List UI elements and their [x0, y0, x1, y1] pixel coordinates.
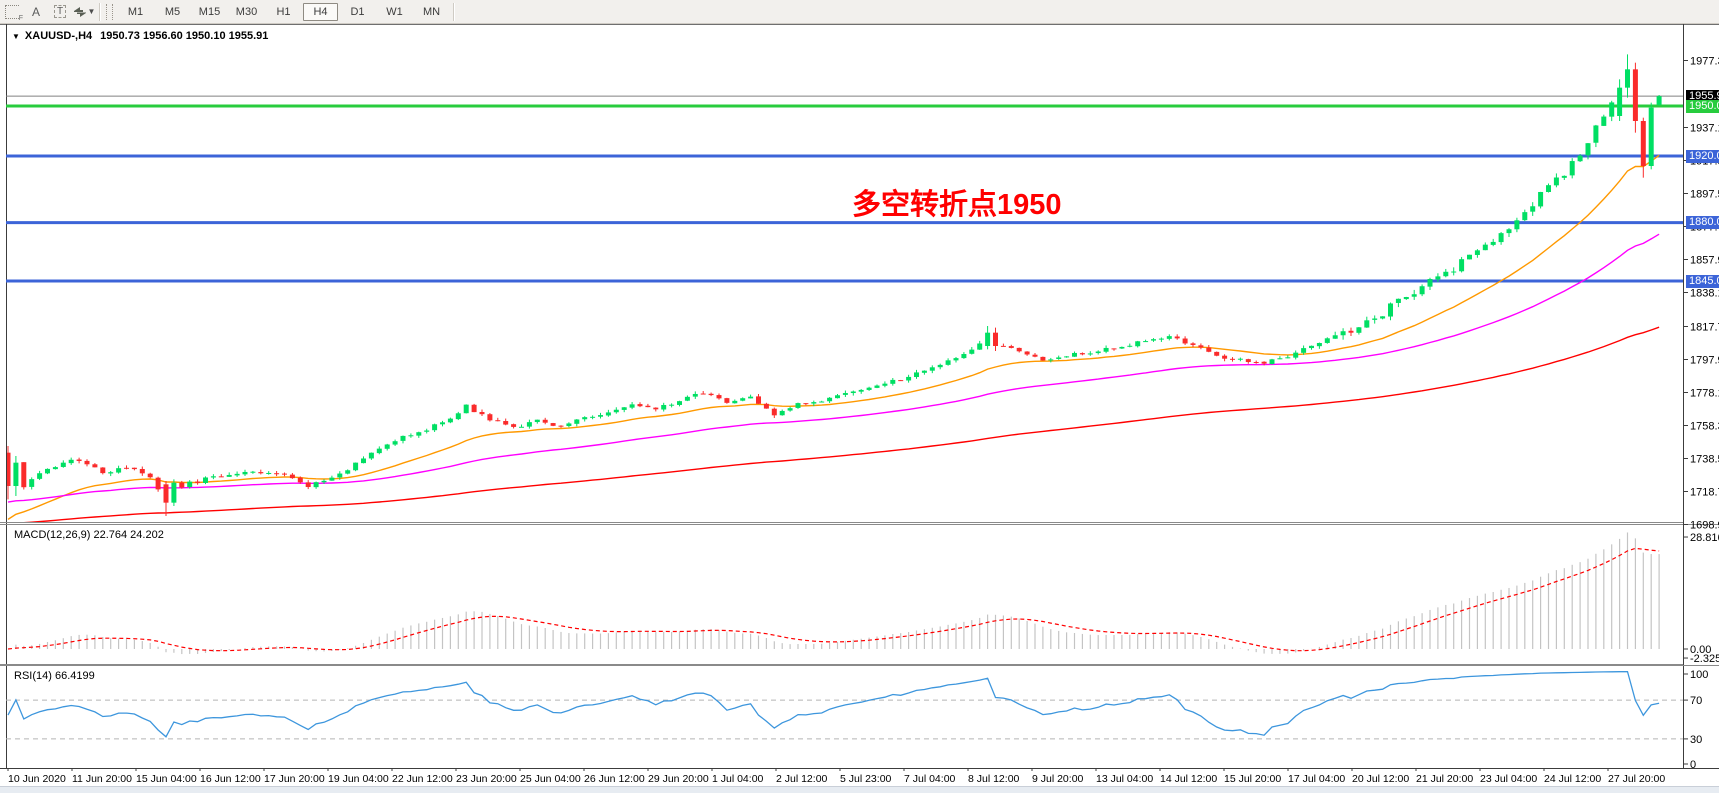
- time-axis-label: 23 Jul 04:00: [1480, 773, 1537, 785]
- time-axis-label: 8 Jul 12:00: [968, 773, 1020, 785]
- ohlc-values: 1950.73 1956.60 1950.10 1955.91: [100, 30, 269, 42]
- time-axis-label: 11 Jun 20:00: [72, 773, 132, 785]
- time-axis-label: 29 Jun 20:00: [648, 773, 709, 785]
- toolbar-separator: [99, 2, 101, 21]
- fast-ma-line: [7, 154, 1660, 520]
- time-axis-label: 13 Jul 04:00: [1096, 773, 1153, 785]
- rsi-axis-label: 0: [1690, 759, 1696, 771]
- rsi-indicator-label: RSI(14) 66.4199: [14, 670, 95, 682]
- medium-ma-line: [7, 233, 1660, 503]
- timeframe-button-w1[interactable]: W1: [386, 5, 403, 18]
- macd-axis-label: 28.816: [1690, 532, 1719, 544]
- price-badge-1920.0: 1920.0: [1686, 149, 1719, 163]
- time-axis-label: 10 Jun 2020: [8, 773, 66, 785]
- window-bottom-strip: [0, 786, 1719, 793]
- price-badge-1880.0: 1880.0: [1686, 216, 1719, 230]
- rsi-axis-label: 70: [1690, 695, 1702, 707]
- price-badge-1845.0: 1845.0: [1686, 274, 1719, 288]
- rsi-line: [7, 670, 1660, 738]
- time-axis-label: 17 Jul 04:00: [1288, 773, 1345, 785]
- rsi-axis-label: 100: [1690, 669, 1708, 681]
- macd-axis-label: -2.325: [1690, 653, 1719, 665]
- cursor-grid-glyph: F: [5, 4, 23, 22]
- price-tick-label: 1738.5: [1690, 454, 1719, 466]
- price-tick-label: 1778.1: [1690, 388, 1719, 400]
- chart-area: 1977.31937.11917.31897.51877.71857.91838…: [0, 24, 1719, 793]
- time-axis-label: 19 Jun 04:00: [328, 773, 389, 785]
- text-box-glyph: T: [53, 5, 67, 18]
- macd-indicator-label: MACD(12,26,9) 22.764 24.202: [14, 529, 164, 541]
- price-tick-label: 1838.1: [1690, 288, 1719, 300]
- timeframe-button-mn[interactable]: MN: [422, 5, 441, 18]
- collapse-indicator-icon[interactable]: ▼: [12, 32, 20, 41]
- slow-ma-line: [23, 326, 1660, 522]
- toolbar-separator-2: [453, 2, 455, 21]
- time-axis-label: 27 Jul 20:00: [1608, 773, 1665, 785]
- time-axis-label: 1 Jul 04:00: [712, 773, 764, 785]
- time-axis-label: 15 Jun 04:00: [136, 773, 197, 785]
- timeframe-button-h1[interactable]: H1: [276, 5, 291, 18]
- price-tick-label: 1797.9: [1690, 355, 1719, 367]
- text-label-glyph: A: [31, 4, 40, 19]
- time-axis-label: 25 Jun 04:00: [520, 773, 581, 785]
- chart-canvas[interactable]: 1977.31937.11917.31897.51877.71857.91838…: [0, 24, 1719, 793]
- moving-averages: [7, 154, 1660, 522]
- time-axis-label: 9 Jul 20:00: [1032, 773, 1084, 785]
- price-tick-label: 1897.5: [1690, 189, 1719, 201]
- price-tick-label: 1718.7: [1690, 487, 1719, 499]
- price-tick-label: 1937.1: [1690, 123, 1719, 135]
- level-lines: [6, 95, 1683, 283]
- chart-title: ▼ XAUUSD-,H4 1950.73 1956.60 1950.10 1955.…: [12, 30, 268, 42]
- rsi-pane: 100 70 30 0: [6, 669, 1708, 771]
- time-axis-label: 5 Jul 23:00: [840, 773, 892, 785]
- timeframe-button-h4[interactable]: H4: [303, 2, 338, 21]
- dropdown-caret-icon: ▼: [87, 7, 96, 16]
- price-badge-1950.0: 1950.0: [1686, 99, 1719, 113]
- price-tick-label: 1817.7: [1690, 322, 1719, 334]
- macd-signal-line: [7, 547, 1660, 652]
- timeframe-button-m1[interactable]: M1: [127, 5, 144, 18]
- time-axis-label: 20 Jul 12:00: [1352, 773, 1409, 785]
- price-badge-1955.9: 1955.9: [1686, 89, 1719, 103]
- macd-axis-label: 0.00: [1690, 644, 1711, 656]
- text-box-icon[interactable]: T: [48, 2, 72, 22]
- time-axis-label: 17 Jun 20:00: [264, 773, 325, 785]
- toolbar-grip[interactable]: [106, 3, 113, 20]
- time-axis-label: 21 Jul 20:00: [1416, 773, 1473, 785]
- symbol-period-label: XAUUSD-,H4: [24, 30, 93, 42]
- rsi-axis-label: 30: [1690, 734, 1702, 746]
- arrange-objects-glyph: [73, 6, 86, 17]
- text-label-icon[interactable]: A: [24, 2, 48, 22]
- timeframe-button-d1[interactable]: D1: [350, 5, 365, 18]
- toolbar: F A T ▼ M1 M5 M15 M30 H1 H4 D1 W1 MN: [0, 0, 1719, 24]
- time-axis-label: 26 Jun 12:00: [584, 773, 645, 785]
- time-axis-label: 15 Jul 20:00: [1224, 773, 1281, 785]
- time-axis-label: 23 Jun 20:00: [456, 773, 517, 785]
- time-axis-label: 24 Jul 12:00: [1544, 773, 1601, 785]
- timeframe-button-m15[interactable]: M15: [198, 5, 221, 18]
- price-tick-label: 1698.9: [1690, 520, 1719, 532]
- price-tick-label: 1758.3: [1690, 421, 1719, 433]
- time-axis-label: 2 Jul 12:00: [776, 773, 828, 785]
- time-axis-label: 16 Jun 12:00: [200, 773, 261, 785]
- price-tick-label: 1977.3: [1690, 56, 1719, 68]
- time-axis: 10 Jun 2020 11 Jun 20:00 15 Jun 04:00 16 Ju…: [7, 768, 1665, 785]
- price-tick-label: 1857.9: [1690, 255, 1719, 267]
- time-axis-label: 22 Jun 12:00: [392, 773, 453, 785]
- timeframe-button-m30[interactable]: M30: [235, 5, 258, 18]
- cursor-grid-icon[interactable]: F: [0, 2, 24, 22]
- time-axis-label: 7 Jul 04:00: [904, 773, 956, 785]
- arrange-objects-icon[interactable]: ▼: [72, 2, 96, 22]
- annotation-text: 多空转折点1950: [852, 189, 1062, 221]
- macd-pane: 28.816 0.00-2.325: [7, 532, 1719, 665]
- timeframe-button-m5[interactable]: M5: [164, 5, 181, 18]
- candlesticks: [7, 54, 1662, 516]
- time-axis-label: 14 Jul 12:00: [1160, 773, 1217, 785]
- timeframe-toolbar: M1 M5 M15 M30 H1 H4 D1 W1 MN: [117, 0, 450, 24]
